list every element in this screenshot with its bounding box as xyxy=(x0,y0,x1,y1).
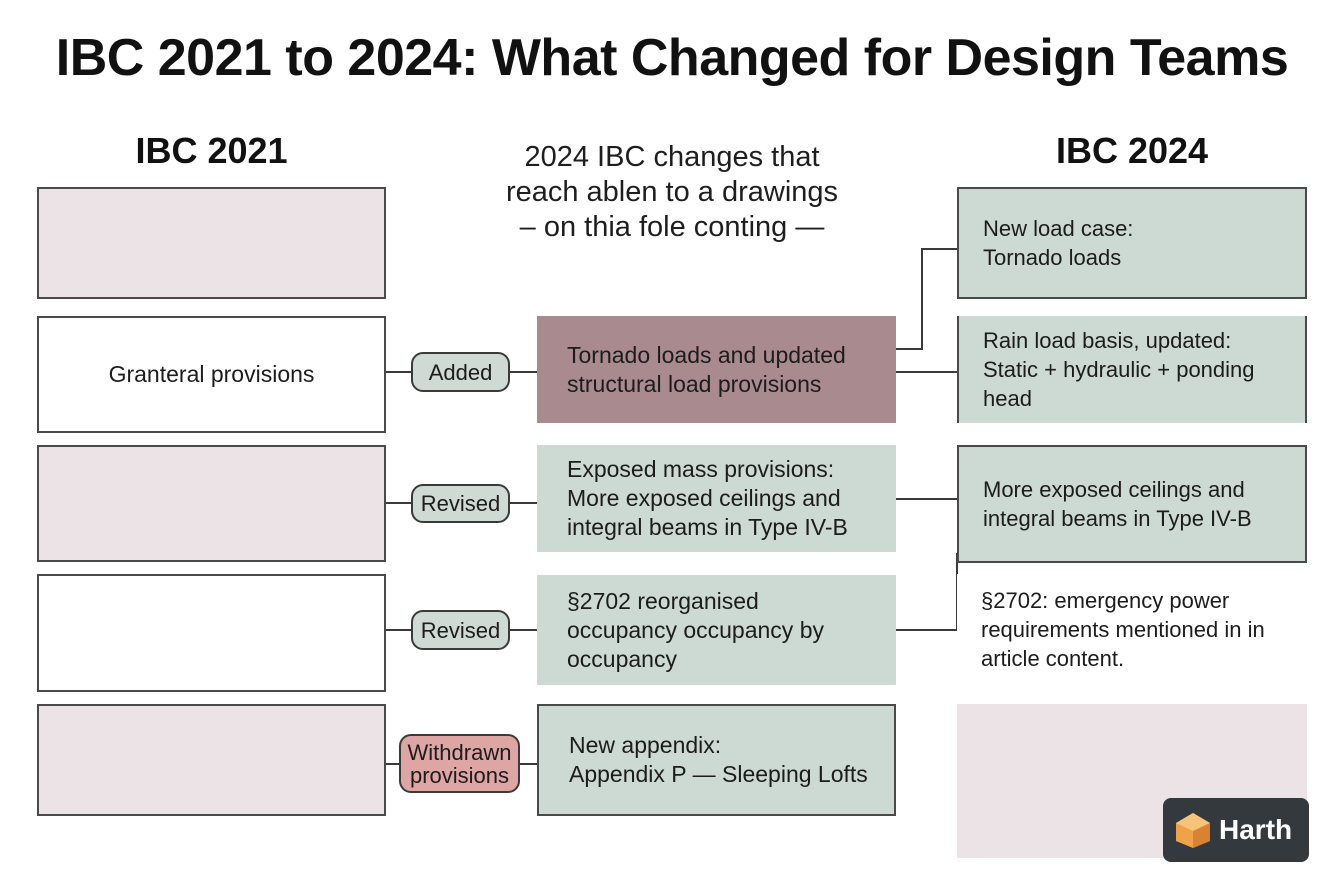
ibc-2024-heading: IBC 2024 xyxy=(1055,130,1209,171)
exposed-ceilings-box: More exposed ceilings and integral beams… xyxy=(957,445,1307,563)
revised-badge-2: Revised xyxy=(411,610,510,650)
middle-heading: 2024 IBC changes that reach ablen to a d… xyxy=(505,141,839,243)
revised-badge-1: Revised xyxy=(411,484,510,523)
connector-right-4 xyxy=(896,553,958,631)
house-cube-icon xyxy=(1176,813,1210,848)
emergency-power-box: §2702: emergency power requirements ment… xyxy=(957,574,1307,686)
left-box-4 xyxy=(37,574,386,692)
rain-load-box: Rain load basis, updated: Static + hydra… xyxy=(957,316,1307,423)
appendix-p-box: New appendix: Appendix P — Sleeping Loft… xyxy=(537,704,896,816)
left-box-1 xyxy=(37,187,386,299)
left-box-5 xyxy=(37,704,386,816)
logo-text: Harth xyxy=(1219,814,1293,845)
exposed-mass-box: Exposed mass provisions: More exposed ce… xyxy=(537,445,896,552)
harth-logo: Harth xyxy=(1163,798,1309,862)
section-2702-box: §2702 reorganised occupancy occupancy by… xyxy=(537,575,896,685)
new-load-case-box: New load case: Tornado loads xyxy=(957,187,1307,299)
connector-right-1 xyxy=(896,248,957,350)
ibc-2021-heading: IBC 2021 xyxy=(135,130,288,171)
left-box-2: Granteral provisions xyxy=(37,316,386,433)
left-box-label: Granteral provisions xyxy=(108,361,315,387)
page-title: IBC 2021 to 2024: What Changed for Desig… xyxy=(55,29,1289,87)
tornado-loads-box: Tornado loads and updated structural loa… xyxy=(537,316,896,423)
added-badge: Added xyxy=(411,352,510,392)
left-box-3 xyxy=(37,445,386,562)
withdrawn-badge: Withdrawn provisions xyxy=(399,734,520,793)
